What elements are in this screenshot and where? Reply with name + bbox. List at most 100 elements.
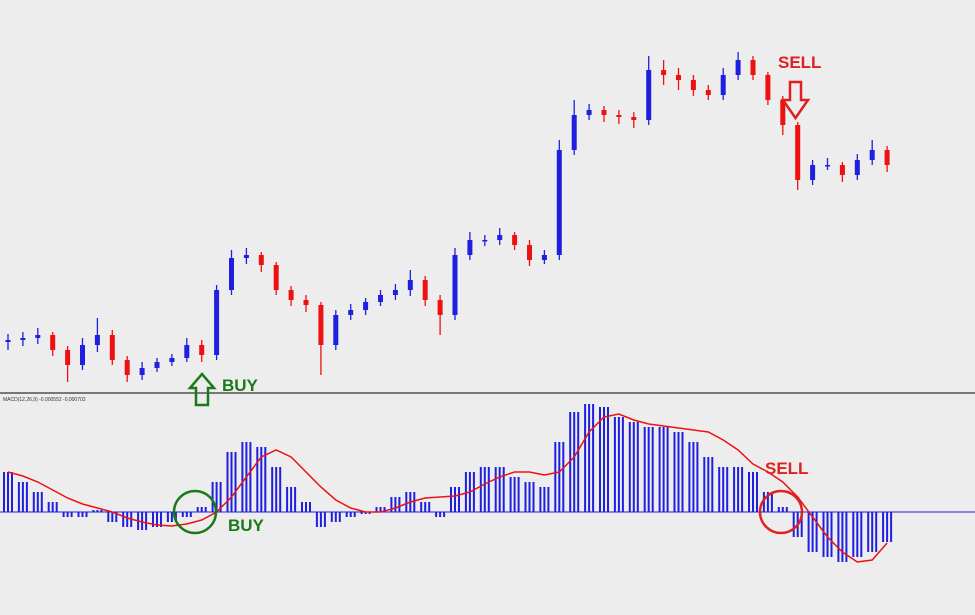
candle-body [392, 290, 398, 295]
histogram-bar [77, 512, 80, 517]
histogram-bar [458, 487, 460, 512]
histogram-bar [145, 512, 148, 530]
histogram-bar [677, 432, 680, 512]
histogram-bar [111, 512, 114, 522]
histogram-bar [800, 512, 803, 537]
histogram-bar [330, 512, 333, 522]
candle-body [705, 90, 711, 95]
histogram-bar [584, 404, 587, 512]
histogram-bar [826, 512, 829, 557]
histogram-bar [405, 492, 408, 512]
sell-label: SELL [778, 53, 821, 72]
candle-body [80, 345, 85, 365]
buy-circle [172, 489, 218, 535]
candle-body [35, 335, 41, 338]
candle-body [750, 60, 756, 75]
histogram-bar [617, 417, 620, 512]
histogram-bar [658, 427, 661, 512]
candle-body [184, 345, 190, 358]
histogram-bar [886, 512, 889, 542]
histogram-bar [707, 457, 710, 512]
histogram-bar [364, 512, 367, 514]
histogram-bar [360, 512, 363, 514]
histogram-bar [439, 512, 442, 517]
histogram-bar [394, 497, 397, 512]
histogram-bar [711, 457, 714, 512]
histogram-bar [115, 512, 118, 522]
histogram-bar [792, 512, 795, 537]
histogram-bar [777, 507, 780, 512]
histogram-bar [230, 452, 233, 512]
histogram-bar [830, 512, 833, 557]
histogram-bar [260, 447, 263, 512]
sell-arrow [780, 80, 811, 121]
histogram-bar [673, 432, 676, 512]
histogram-bar [852, 512, 855, 557]
histogram-bar [509, 477, 512, 512]
histogram-bar [390, 497, 393, 512]
histogram-bar [662, 427, 665, 512]
candle-body [586, 110, 592, 115]
candle-body [50, 335, 56, 350]
histogram-bar [204, 507, 207, 512]
candle-body [94, 335, 100, 345]
histogram-bar [856, 512, 859, 557]
histogram-bar [472, 472, 475, 512]
histogram-bar [837, 512, 840, 562]
candle-body [527, 245, 532, 260]
candle-body [661, 70, 667, 75]
histogram-bar [338, 512, 341, 522]
histogram-bar [345, 512, 348, 517]
histogram-bar [55, 502, 58, 512]
histogram-bar [226, 452, 229, 512]
histogram-bar [66, 512, 69, 517]
histogram-bar [122, 512, 125, 527]
histogram-bar [428, 502, 431, 512]
buy-arrow [187, 372, 217, 407]
histogram-bar [539, 487, 542, 512]
candle-body [646, 70, 652, 120]
histogram-bar [424, 502, 427, 512]
histogram-bar [334, 512, 337, 522]
histogram-bar [264, 447, 267, 512]
histogram-bar [435, 512, 438, 517]
histogram-bar [807, 512, 810, 552]
histogram-bar [290, 487, 293, 512]
candle-body [854, 160, 860, 175]
histogram-bar [692, 442, 695, 512]
candle-body [512, 235, 518, 245]
candle-body [273, 265, 279, 290]
candle-body [467, 240, 473, 255]
candle-body [616, 115, 622, 117]
histogram-bar [737, 467, 740, 512]
histogram-bar [305, 502, 307, 512]
histogram-bar [398, 497, 401, 512]
histogram-bar [174, 512, 177, 522]
histogram-bar [200, 507, 203, 512]
candle-body [482, 240, 488, 242]
histogram-bar [156, 512, 158, 527]
candle-body [288, 290, 294, 300]
histogram-bar [628, 422, 631, 512]
candle-body [258, 255, 264, 265]
histogram-bar [211, 482, 214, 512]
histogram-bar [85, 512, 88, 517]
candle-body [109, 335, 115, 360]
buy-label: BUY [228, 516, 265, 535]
histogram-bar [554, 442, 557, 512]
histogram-bar [722, 467, 725, 512]
candle-body [20, 338, 26, 340]
histogram-bar [756, 472, 758, 512]
histogram-bar [160, 512, 162, 527]
histogram-bar [17, 482, 20, 512]
histogram-bar [741, 467, 744, 512]
candle-body [333, 315, 339, 345]
signal-line [7, 413, 888, 563]
histogram-bar [524, 482, 527, 512]
histogram-bar [286, 487, 289, 512]
candle-body [363, 302, 369, 310]
histogram-bar [349, 512, 352, 517]
candle-body [571, 115, 577, 150]
histogram-bar [882, 512, 885, 542]
candle-body [720, 75, 726, 95]
